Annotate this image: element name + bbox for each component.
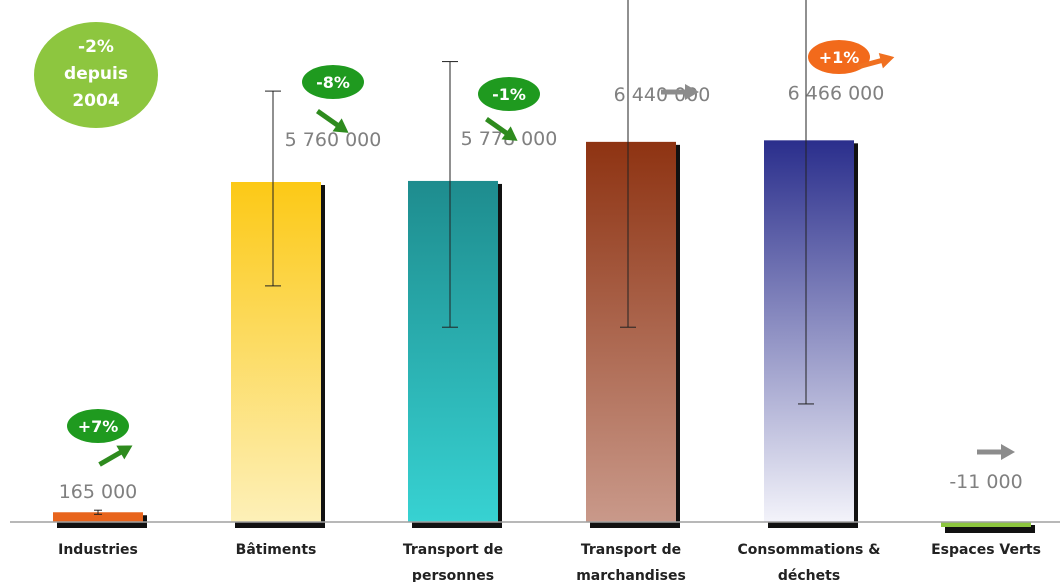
change-badge-text: -8% bbox=[316, 73, 350, 92]
change-badge bbox=[808, 40, 870, 74]
summary-badge-line-2: depuis bbox=[64, 64, 128, 84]
category-label: Transport de bbox=[581, 542, 681, 558]
trend-arrow-icon bbox=[98, 445, 133, 467]
category-label: Bâtiments bbox=[236, 542, 317, 558]
value-label: 6 466 000 bbox=[788, 82, 885, 104]
category-label: Industries bbox=[58, 542, 138, 558]
trend-arrow-icon bbox=[857, 52, 895, 70]
trend-indicators-layer: +7% -8% -1% +1% bbox=[67, 40, 1015, 467]
bar-shadow bbox=[945, 525, 1035, 533]
category-label: Transport de bbox=[403, 542, 503, 558]
category-label: déchets bbox=[778, 568, 840, 582]
category-label: marchandises bbox=[576, 568, 686, 582]
summary-badge-line-3: 2004 bbox=[72, 91, 119, 111]
trend-arrow-icon bbox=[485, 117, 518, 141]
bar bbox=[408, 180, 498, 522]
bar bbox=[53, 512, 143, 522]
bar bbox=[231, 182, 321, 522]
bar bbox=[586, 141, 676, 522]
bars-layer bbox=[53, 140, 1035, 533]
trend-arrow-icon bbox=[977, 444, 1015, 460]
value-label: 165 000 bbox=[59, 481, 138, 503]
summary-badge-circle bbox=[34, 22, 158, 128]
change-badge-text: -1% bbox=[492, 85, 526, 104]
category-labels-layer: Industries Bâtiments Transport de personnes… bbox=[58, 542, 1041, 582]
bar bbox=[941, 522, 1031, 527]
change-badge bbox=[302, 65, 364, 99]
category-label: Consommations & bbox=[738, 542, 881, 558]
change-badge-text: +7% bbox=[78, 417, 119, 436]
trend-arrow-icon bbox=[316, 109, 349, 133]
error-bars-layer bbox=[94, 0, 814, 515]
value-label: -11 000 bbox=[949, 471, 1022, 493]
trend-arrow-icon bbox=[661, 84, 699, 100]
summary-badge: -2% depuis 2004 bbox=[34, 22, 158, 128]
category-label: personnes bbox=[412, 568, 494, 582]
bar bbox=[764, 140, 854, 522]
value-label: 6 440 000 bbox=[614, 84, 711, 106]
change-badge-text: +1% bbox=[819, 48, 860, 67]
category-label: Espaces Verts bbox=[931, 542, 1041, 558]
summary-badge-line-1: -2% bbox=[78, 37, 114, 57]
value-label: 5 760 000 bbox=[285, 129, 382, 151]
change-badge bbox=[478, 77, 540, 111]
change-badge bbox=[67, 409, 129, 443]
